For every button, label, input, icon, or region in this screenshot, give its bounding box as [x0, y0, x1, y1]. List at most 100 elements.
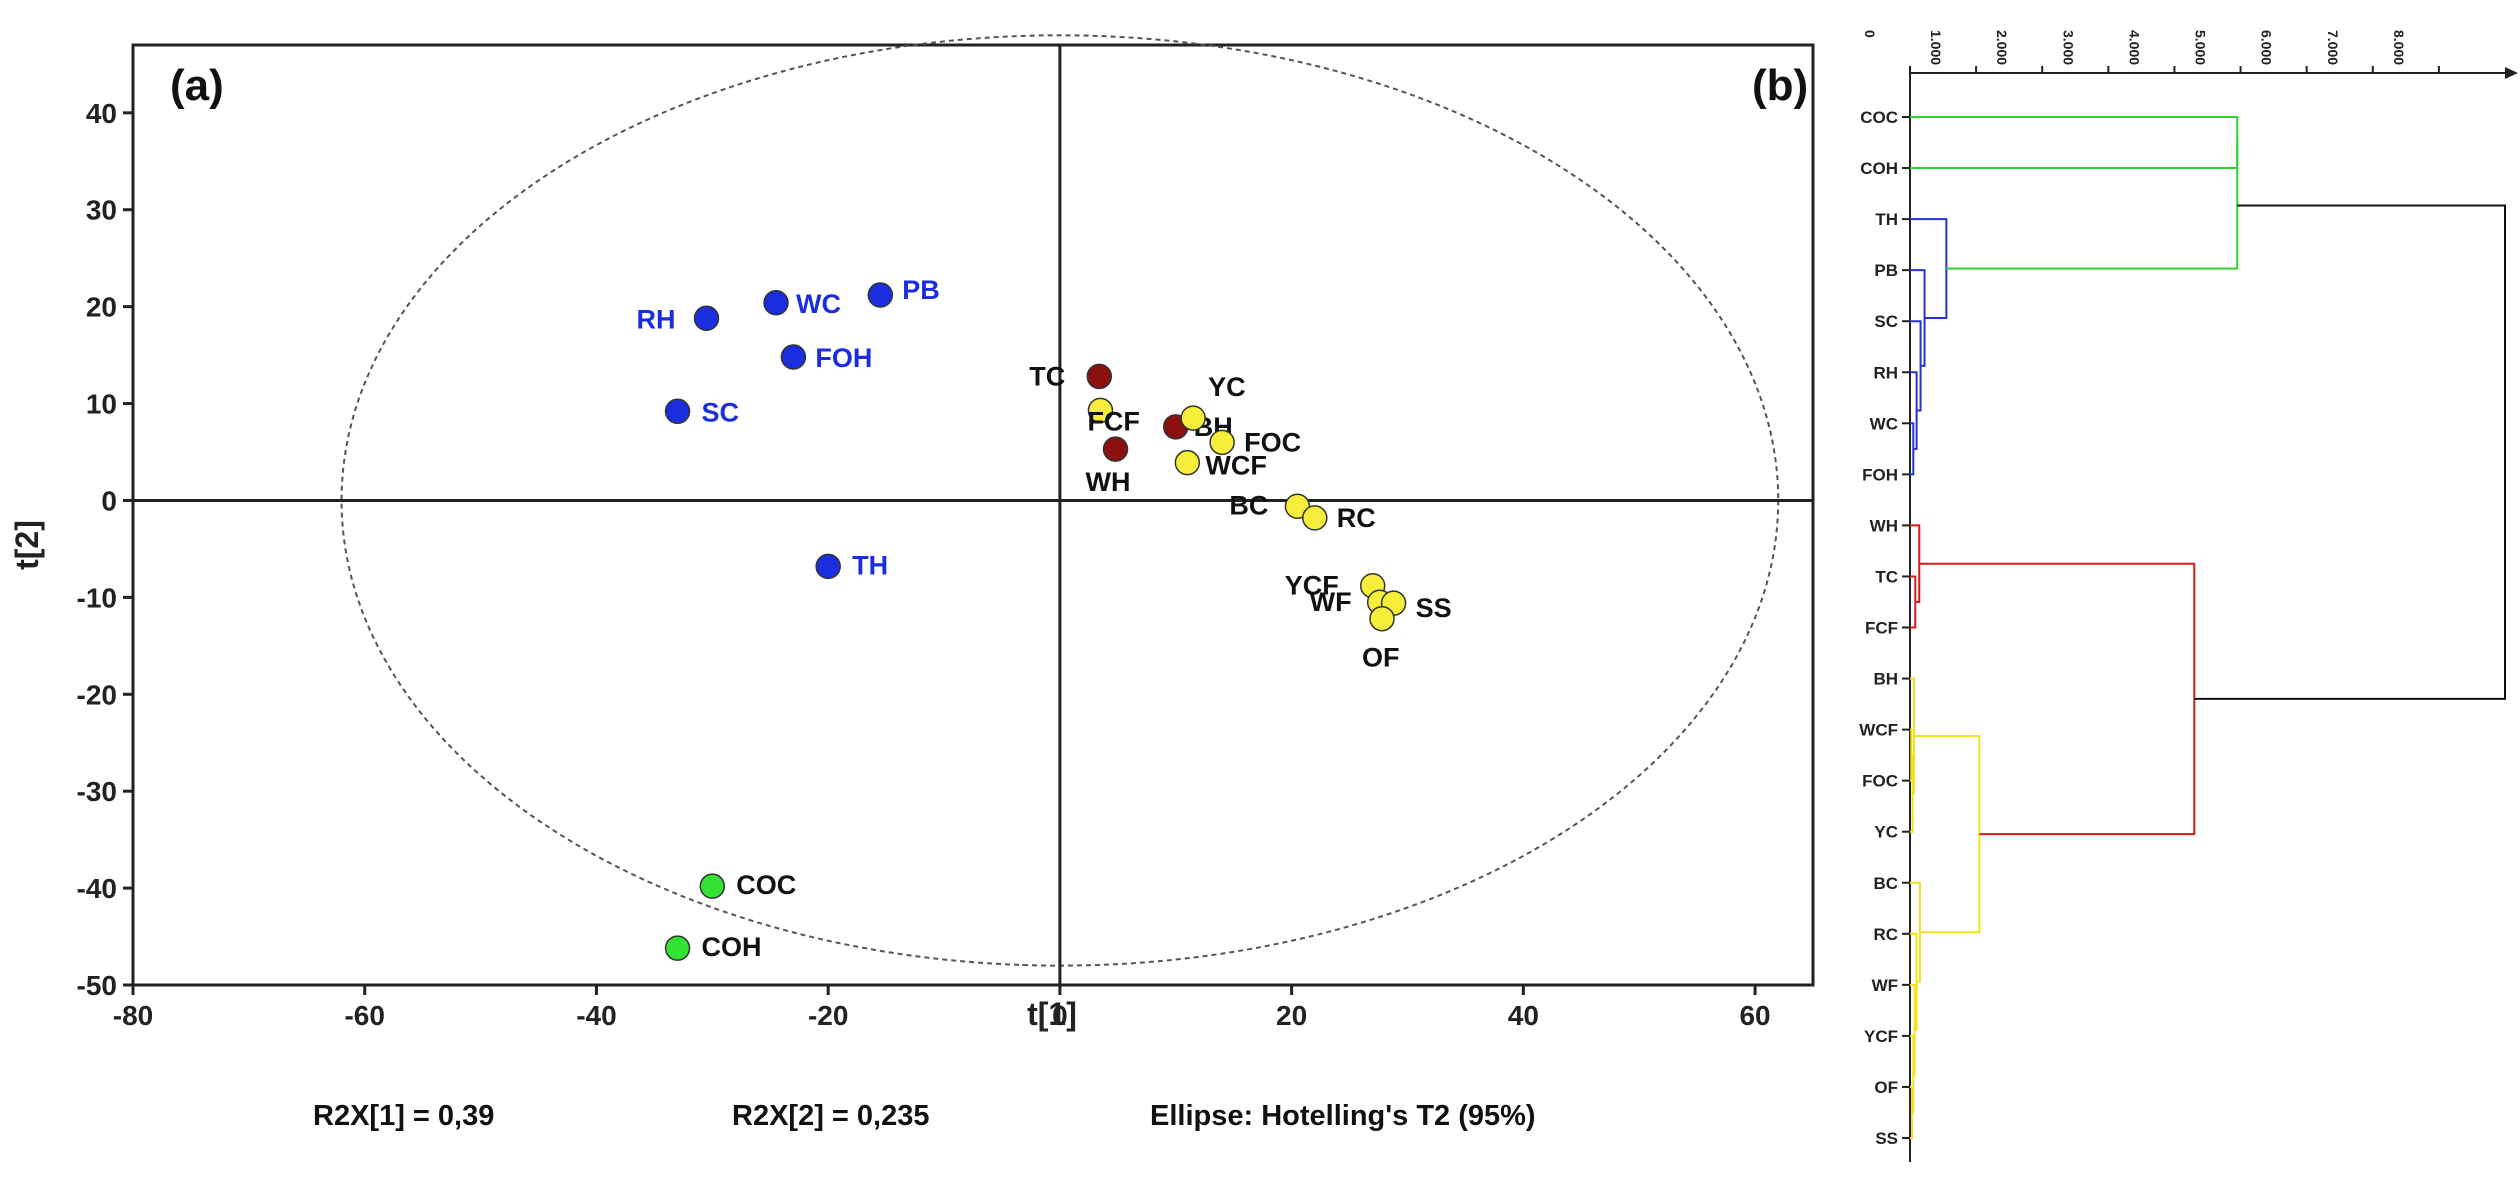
dendro-leaf-label: COC: [1860, 108, 1898, 127]
point-label-sc: SC: [702, 397, 740, 427]
x-tick-label: -60: [344, 1000, 384, 1031]
point-label-foh: FOH: [815, 343, 872, 373]
x-tick-label: 0: [1052, 1000, 1068, 1031]
panel-a-label: (a): [170, 61, 224, 110]
y-tick-label: 20: [86, 292, 117, 323]
dendro-tick-label: 1.000: [1928, 30, 1944, 65]
point-wcf: [1174, 449, 1201, 476]
dendro-tick-label: 6.000: [2259, 30, 2275, 65]
dendro-leaf-label: OF: [1874, 1078, 1898, 1097]
dendro-leaf-label: BH: [1873, 670, 1898, 689]
point-label-yc: YC: [1208, 372, 1246, 402]
dendrogram-branches: [1910, 116, 2506, 1139]
point-label-of: OF: [1362, 643, 1400, 673]
point-label-wc: WC: [796, 289, 841, 319]
point-label-tc: TC: [1029, 361, 1065, 391]
dendro-branch: [1910, 116, 2239, 170]
dendro-branch: [1946, 142, 2239, 270]
y-tick-label: 30: [86, 195, 117, 226]
dendro-leaf-label: WH: [1870, 516, 1898, 535]
dendro-leaf-label: YC: [1874, 823, 1898, 842]
dendro-branch: [2194, 204, 2506, 700]
r2x1-caption: R2X[1] = 0,39: [313, 1100, 494, 1132]
point-tc: [1086, 363, 1113, 390]
point-coh: [664, 935, 691, 961]
point-label-ss: SS: [1416, 593, 1452, 623]
dendro-leaf-label: BC: [1873, 874, 1898, 893]
dendro-leaf-label: SC: [1874, 312, 1898, 331]
x-tick-label: -80: [113, 1000, 153, 1031]
dendro-branch: [1910, 881, 1921, 983]
point-label-coc: COC: [736, 870, 796, 900]
dendro-leaf-label: WCF: [1859, 721, 1898, 740]
dendrogram-ticks: 0 1.000 2.000 3.000 4.000 5.000 6.000 7.000 8.00…: [1862, 30, 2440, 73]
point-label-rc: RC: [1337, 503, 1376, 533]
point-label-rh: RH: [637, 304, 676, 334]
dendro-leaf-label: WF: [1872, 976, 1898, 995]
y-tick-label: 10: [86, 389, 117, 420]
dendro-branch: [1910, 728, 1913, 782]
point-wc: [763, 290, 789, 316]
dendro-leaf-label: FOH: [1862, 465, 1898, 484]
dendro-branch: [1910, 754, 1914, 833]
dendro-leaf-label: COH: [1860, 159, 1898, 178]
point-label-th: TH: [852, 550, 888, 580]
x-tick-label: 40: [1508, 1000, 1539, 1031]
point-label-wcf: WCF: [1205, 451, 1266, 481]
dendro-leaf-label: SS: [1875, 1129, 1898, 1148]
point-coc: [699, 873, 726, 899]
point-sc: [664, 398, 691, 425]
pca-score-plot: (a) -80 -60 -40 -20 0 20 40 60 -50 -40 -30 -20 -10 0 1…: [9, 34, 1815, 1132]
point-label-coh: COH: [702, 932, 762, 962]
dendrogram-leaves: COC COH TH PB SC RH WC FOH WH TC FCF BH WCF FOC YC BC RC…: [1859, 108, 1910, 1148]
y-tick-label: -30: [77, 776, 117, 807]
point-yc: [1180, 405, 1206, 431]
point-label-pb: PB: [902, 275, 940, 305]
point-label-wf: WF: [1310, 587, 1352, 617]
y-tick-label: -40: [77, 873, 117, 904]
ellipse-caption: Ellipse: Hotelling's T2 (95%): [1150, 1100, 1536, 1132]
point-label-bc: BC: [1229, 490, 1268, 520]
point-foc: [1209, 429, 1235, 456]
point-pb: [867, 282, 894, 308]
dendro-tick-label: 2.000: [1994, 30, 2010, 65]
dendro-leaf-label: RC: [1873, 925, 1898, 944]
point-th: [815, 553, 841, 580]
dendro-branch: [1910, 269, 1926, 367]
point-rc: [1302, 505, 1328, 531]
y-tick-label: -10: [77, 582, 117, 613]
dendro-tick-label: 4.000: [2126, 30, 2142, 65]
point-of: [1369, 605, 1395, 632]
dendro-branch: [1910, 218, 1948, 320]
dendro-tick-label: 7.000: [2325, 30, 2341, 65]
point-fcf: [1087, 397, 1114, 424]
dendro-tick-label: 0: [1862, 30, 1878, 38]
panel-b-label: (b): [1752, 61, 1808, 110]
dendro-leaf-label: WC: [1870, 414, 1898, 433]
y-axis-title: t[2]: [9, 520, 45, 570]
dendro-tick-label: 8.000: [2391, 30, 2407, 65]
y-tick-label: 0: [101, 485, 117, 516]
dendro-branch: [1910, 371, 1918, 450]
x-axis-title: t[1]: [1027, 996, 1077, 1032]
dendro-branch: [1910, 1085, 1913, 1139]
dendrogram: (b) 0 1.000 2.000 3.000 4.000 5.000 6.000 7.000…: [1752, 30, 2518, 1162]
pca-plot-frame: [131, 43, 1815, 987]
pca-axis-ticks: -80 -60 -40 -20 0 20 40 60 -50 -40 -30 -20 -10 0 10 20 3…: [77, 98, 1771, 1031]
dendrogram-axis-arrow: [2505, 67, 2518, 79]
x-tick-label: -20: [808, 1000, 848, 1031]
dendro-leaf-label: RH: [1873, 363, 1898, 382]
point-label-ycf: YCF: [1285, 571, 1339, 601]
dendro-tick-label: 5.000: [2193, 30, 2209, 65]
dendro-leaf-label: FCF: [1865, 619, 1898, 638]
y-tick-label: 40: [86, 98, 117, 129]
x-tick-label: 20: [1276, 1000, 1307, 1031]
dendro-tick-label: 3.000: [2060, 30, 2076, 65]
point-label-fcf: FCF: [1087, 406, 1139, 436]
dendro-branch: [1913, 734, 1981, 934]
point-foh: [780, 344, 807, 370]
y-tick-label: -20: [77, 679, 117, 710]
point-label-wh: WH: [1086, 467, 1131, 497]
